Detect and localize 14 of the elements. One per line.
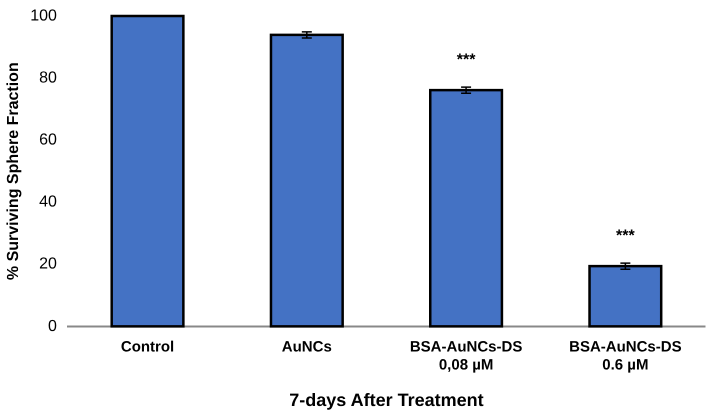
x-tick-label: BSA-AuNCs-DS 0.6 µM [569,338,682,374]
y-tick-label: 60 [39,132,57,149]
y-tick-label: 80 [39,69,57,86]
y-tick-label: 20 [39,256,57,273]
y-tick-label: 0 [48,318,57,335]
x-axis-title: 7-days After Treatment [289,390,484,410]
x-tick-label: BSA-AuNCs-DS 0,08 µM [410,338,522,374]
y-tick-label: 100 [30,7,57,24]
annotation: *** [616,228,636,245]
x-tick-label: AuNCs [282,338,332,356]
annotation: *** [456,52,476,69]
y-tick-label: 40 [39,194,57,211]
y-axis-title: % Surviving Sphere Fraction [5,62,22,280]
x-tick-label: Control [120,338,174,356]
